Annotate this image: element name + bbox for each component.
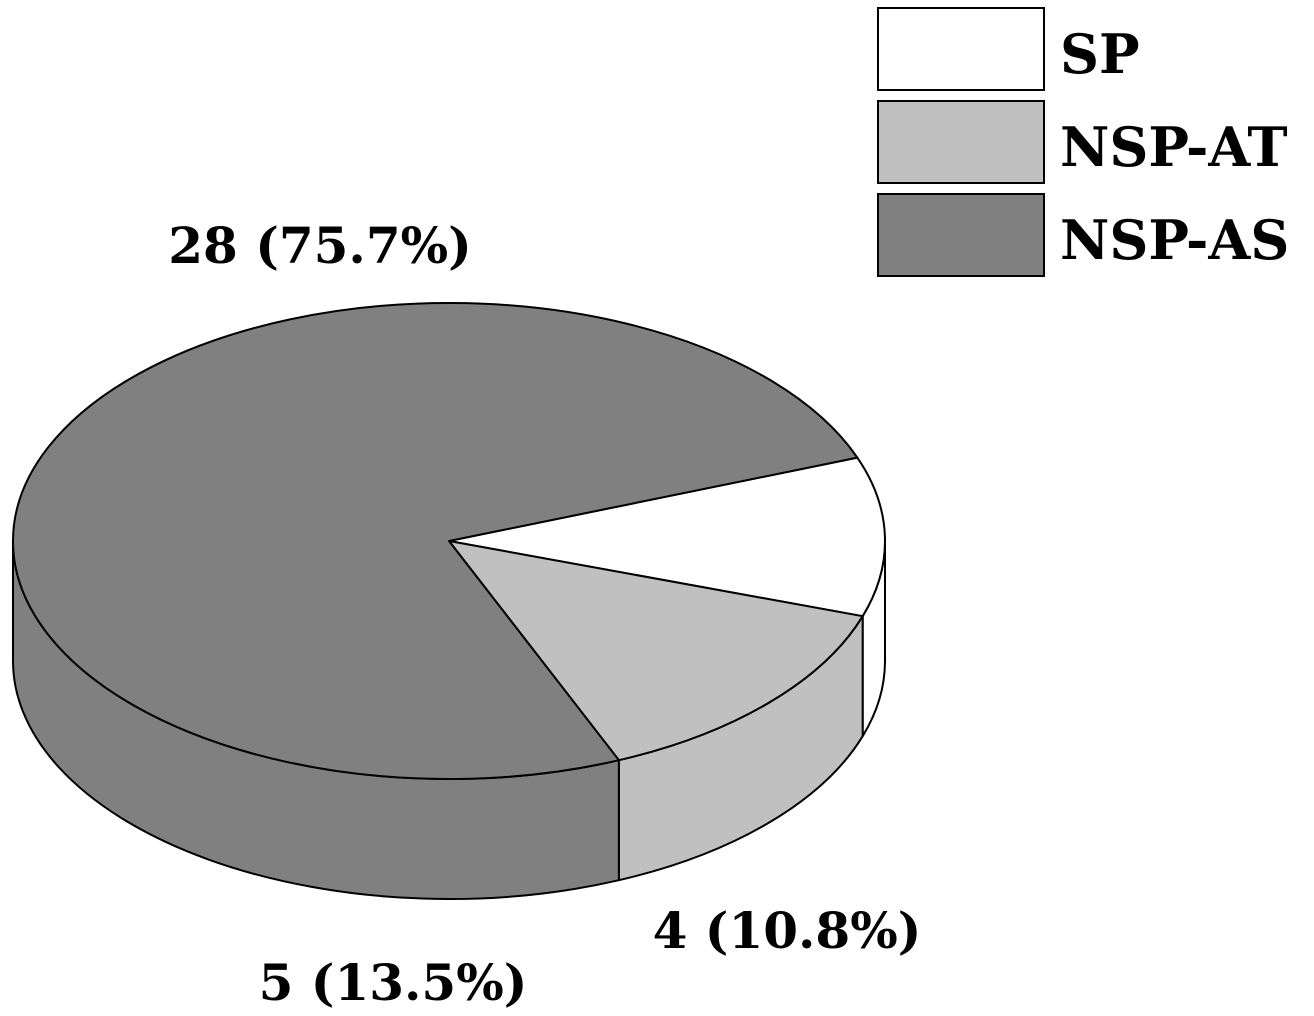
pie-tops	[12, 302, 886, 780]
legend-swatch-nsp-as	[877, 193, 1045, 277]
legend-label-nsp-as: NSP-AS	[1060, 208, 1289, 272]
data-label-nsp-as: 28 (75.7%)	[168, 216, 472, 275]
legend-swatch-sp	[877, 7, 1045, 91]
pie-slice-nsp-as	[12, 302, 859, 780]
pie-slice-sp	[448, 456, 886, 618]
legend-label-nsp-at: NSP-AT	[1060, 115, 1288, 179]
data-label-sp: 4 (10.8%)	[653, 901, 922, 960]
legend: SP NSP-AT NSP-AS	[877, 7, 1289, 277]
pie-slice-nsp-at	[448, 540, 864, 762]
legend-label-sp: SP	[1060, 22, 1140, 86]
data-label-nsp-at: 5 (13.5%)	[259, 953, 528, 1012]
legend-swatch-nsp-at	[877, 100, 1045, 184]
